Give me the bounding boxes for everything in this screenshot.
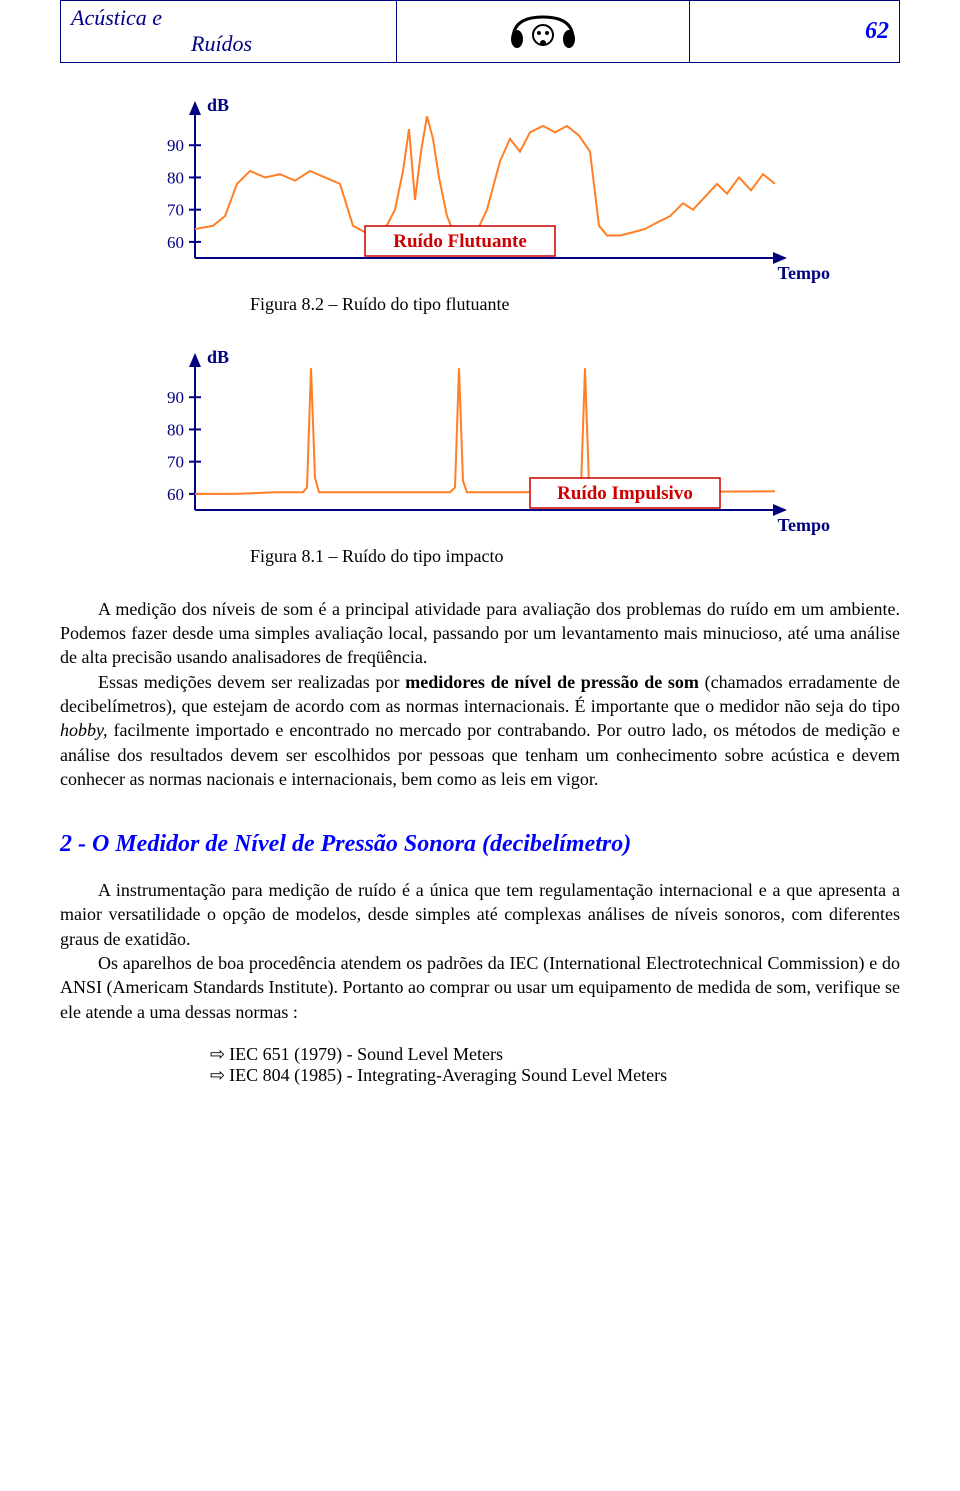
svg-text:60: 60 — [167, 485, 184, 504]
paragraph-2: Essas medições devem ser realizadas por … — [60, 670, 900, 791]
header-logo-cell — [396, 1, 690, 63]
section2-p1: A instrumentação para medição de ruído é… — [60, 878, 900, 951]
paragraph-1: A medição dos níveis de som é a principa… — [60, 597, 900, 670]
svg-text:70: 70 — [167, 452, 184, 471]
header-title-line1: Acústica e — [71, 5, 386, 31]
page-number: 62 — [690, 1, 900, 63]
header-title-cell: Acústica e Ruídos — [61, 1, 397, 63]
page-header: Acústica e Ruídos 62 — [60, 0, 900, 63]
p2-bold: medidores de nível de pressão de som — [405, 672, 699, 692]
svg-text:dB: dB — [207, 347, 229, 367]
p2-italic: hobby, — [60, 720, 108, 740]
svg-text:80: 80 — [167, 168, 184, 187]
section2-body: A instrumentação para medição de ruído é… — [60, 878, 900, 1024]
svg-text:70: 70 — [167, 200, 184, 219]
standard-1-text: IEC 804 (1985) - Integrating-Averaging S… — [229, 1065, 667, 1085]
chart-impulsivo-svg: dB 90 80 70 60 Ruído Impulsivo — [140, 345, 800, 535]
body-paragraphs: A medição dos níveis de som é a principa… — [60, 597, 900, 791]
p2-part-a: Essas medições devem ser realizadas por — [98, 672, 405, 692]
section2-heading: 2 - O Medidor de Nível de Pressão Sonora… — [60, 831, 900, 858]
section2-p2: Os aparelhos de boa procedência atendem … — [60, 951, 900, 1024]
svg-text:Ruído Flutuante: Ruído Flutuante — [393, 231, 527, 252]
p2-part-e: facilmente importado e encontrado no mer… — [60, 720, 900, 789]
svg-text:Ruído Impulsivo: Ruído Impulsivo — [557, 483, 693, 504]
chart-impulsivo: dB 90 80 70 60 Ruído Impulsivo — [140, 345, 900, 535]
standard-item-1: ⇨IEC 804 (1985) - Integrating-Averaging … — [210, 1065, 900, 1086]
svg-text:dB: dB — [207, 95, 229, 115]
chart2-caption: Figura 8.1 – Ruído do tipo impacto — [250, 546, 900, 567]
svg-text:80: 80 — [167, 420, 184, 439]
header-title-line2: Ruídos — [71, 31, 386, 57]
standard-item-0: ⇨IEC 651 (1979) - Sound Level Meters — [210, 1044, 900, 1065]
chart-flutuante-svg: dB 90 80 70 60 Ruído Flutuante — [140, 93, 800, 283]
svg-text:90: 90 — [167, 388, 184, 407]
headphones-icon — [503, 9, 583, 49]
arrow-icon: ⇨ — [210, 1044, 225, 1064]
svg-text:60: 60 — [167, 233, 184, 252]
standard-0-text: IEC 651 (1979) - Sound Level Meters — [229, 1044, 503, 1064]
svg-text:90: 90 — [167, 136, 184, 155]
chart1-caption: Figura 8.2 – Ruído do tipo flutuante — [250, 294, 900, 315]
standards-list: ⇨IEC 651 (1979) - Sound Level Meters ⇨IE… — [60, 1044, 900, 1086]
arrow-icon: ⇨ — [210, 1065, 225, 1085]
chart-flutuante: dB 90 80 70 60 Ruído Flutuante — [140, 93, 900, 283]
